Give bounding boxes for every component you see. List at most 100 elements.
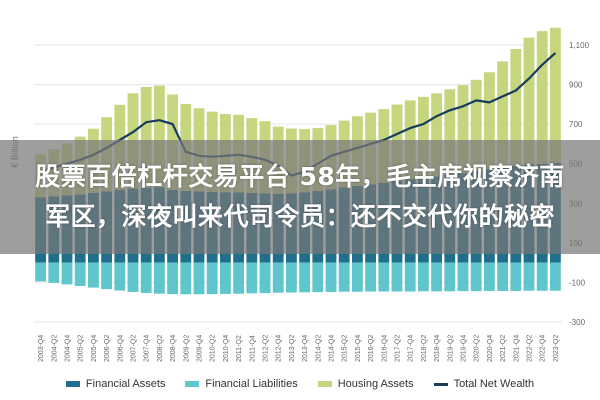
bar-housing-assets	[417, 96, 429, 178]
bar-housing-assets	[140, 86, 152, 188]
x-tick-label: 2012-Q2	[263, 335, 270, 362]
bar-financial-liabilities	[536, 262, 548, 291]
x-tick-label: 2014-Q2	[315, 335, 322, 362]
x-tick-label: 2019-Q4	[461, 335, 468, 362]
x-tick-label: 2018-Q4	[434, 335, 441, 362]
x-tick-label: 2011-Q2	[236, 335, 243, 362]
bar-financial-liabilities	[206, 262, 218, 295]
bar-financial-liabilities	[510, 262, 522, 291]
y-tick-label: 900	[569, 81, 583, 90]
bar-housing-assets	[153, 85, 165, 188]
x-tick-label: 2023-Q2	[553, 335, 560, 362]
legend-label: Total Net Wealth	[453, 378, 535, 390]
bar-financial-liabilities	[35, 262, 47, 282]
bar-financial-liabilities	[87, 262, 99, 288]
x-tick-label: 2009-Q2	[183, 335, 190, 362]
x-tick-label: 2010-Q2	[210, 335, 217, 362]
y-tick-label: -100	[569, 278, 586, 287]
bar-financial-liabilities	[246, 262, 258, 294]
legend-label: Housing Assets	[337, 378, 414, 390]
bar-financial-liabilities	[61, 262, 73, 285]
bar-financial-liabilities	[457, 262, 469, 292]
x-tick-label: 2008-Q2	[157, 335, 164, 362]
bar-financial-liabilities	[325, 262, 337, 292]
bar-financial-liabilities	[285, 262, 297, 293]
x-tick-label: 2018-Q2	[421, 335, 428, 362]
bar-financial-liabilities	[312, 262, 324, 293]
x-tick-label: 2019-Q2	[447, 335, 454, 362]
bar-financial-liabilities	[338, 262, 350, 292]
legend-item-housing-assets: Housing Assets	[317, 378, 414, 390]
bar-financial-liabilities	[431, 262, 443, 292]
legend-item-total-net-wealth: Total Net Wealth	[433, 378, 535, 390]
bar-financial-liabilities	[272, 262, 284, 293]
x-tick-label: 2010-Q4	[223, 335, 230, 362]
x-tick-label: 2015-Q4	[355, 335, 362, 362]
bar-financial-liabilities	[365, 262, 377, 292]
x-tick-label: 2007-Q2	[131, 335, 138, 362]
bar-financial-liabilities	[523, 262, 535, 291]
headline-line-2: 军区，深夜叫来代司令员：还不交代你的秘密	[44, 202, 555, 231]
bar-financial-liabilities	[153, 262, 165, 294]
bar-financial-liabilities	[483, 262, 495, 291]
bar-financial-liabilities	[127, 262, 139, 292]
x-tick-label: 2017-Q2	[395, 335, 402, 362]
x-tick-label: 2008-Q4	[170, 335, 177, 362]
headline-overlay: 股票百倍杠杆交易平台 58年，毛主席视察济南 军区，深夜叫来代司令员：还不交代你…	[0, 140, 600, 254]
x-tick-label: 2005-Q2	[78, 335, 85, 362]
x-tick-label: 2003-Q4	[38, 335, 45, 362]
headline-line-1: 股票百倍杠杆交易平台 58年，毛主席视察济南	[35, 162, 565, 191]
bar-housing-assets	[523, 37, 535, 165]
x-tick-label: 2009-Q4	[197, 335, 204, 362]
x-tick-label: 2011-Q4	[249, 335, 256, 362]
bar-housing-assets	[536, 31, 548, 164]
legend-item-financial-liabilities: Financial Liabilities	[185, 378, 298, 390]
x-tick-label: 2020-Q4	[487, 335, 494, 362]
bar-financial-liabilities	[193, 262, 205, 295]
y-tick-label: -300	[569, 318, 586, 327]
x-tick-label: 2022-Q2	[527, 335, 534, 362]
x-tick-label: 2021-Q4	[513, 335, 520, 362]
bar-housing-assets	[404, 100, 416, 180]
bar-financial-liabilities	[233, 262, 245, 294]
legend-label: Financial Assets	[85, 378, 166, 390]
x-tick-label: 2005-Q4	[91, 335, 98, 362]
bar-financial-liabilities	[391, 262, 403, 292]
x-tick-label: 2007-Q4	[144, 335, 151, 362]
bar-housing-assets	[457, 85, 469, 174]
bar-financial-liabilities	[74, 262, 86, 286]
bar-financial-liabilities	[259, 262, 271, 294]
bar-housing-assets	[497, 61, 509, 168]
legend-swatch-financial-liabilities	[185, 381, 200, 387]
x-tick-label: 2017-Q4	[408, 335, 415, 362]
chart-legend: Financial Assets Financial Liabilities H…	[0, 374, 600, 394]
x-tick-label: 2013-Q2	[289, 335, 296, 362]
bar-financial-liabilities	[114, 262, 126, 291]
x-tick-label: 2020-Q2	[474, 335, 481, 362]
legend-item-financial-assets: Financial Assets	[65, 378, 166, 390]
bar-financial-liabilities	[101, 262, 113, 290]
bar-housing-assets	[483, 72, 495, 170]
legend-label: Financial Liabilities	[205, 378, 298, 390]
bar-housing-assets	[549, 27, 561, 163]
y-tick-label: 700	[569, 120, 583, 129]
legend-swatch-total-net-wealth	[433, 382, 448, 386]
bar-financial-liabilities	[180, 262, 192, 295]
x-tick-label: 2016-Q2	[368, 335, 375, 362]
bar-financial-liabilities	[140, 262, 152, 293]
bar-financial-liabilities	[444, 262, 456, 292]
x-tick-label: 2016-Q4	[381, 335, 388, 362]
bar-housing-assets	[470, 79, 482, 172]
bar-housing-assets	[431, 93, 443, 177]
legend-swatch-housing-assets	[317, 381, 332, 387]
bar-financial-liabilities	[351, 262, 363, 292]
bar-financial-liabilities	[417, 262, 429, 292]
y-tick-label: 1,100	[569, 41, 590, 50]
bar-housing-assets	[510, 48, 522, 166]
bar-financial-liabilities	[404, 262, 416, 292]
bar-financial-liabilities	[167, 262, 179, 295]
bar-financial-liabilities	[48, 262, 60, 283]
x-tick-label: 2021-Q2	[500, 335, 507, 362]
x-tick-label: 2013-Q4	[302, 335, 309, 362]
x-tick-label: 2014-Q4	[329, 335, 336, 362]
